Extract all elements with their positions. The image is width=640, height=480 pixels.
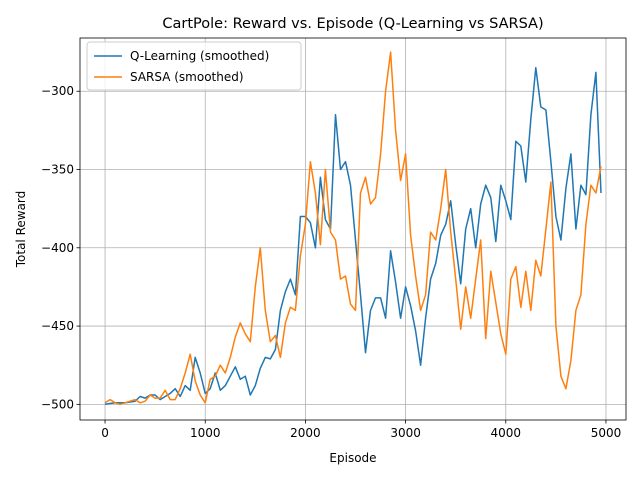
x-tick-label: 1000: [190, 426, 221, 440]
x-axis-label: Episode: [329, 451, 376, 465]
series-line-sarsa: [104, 51, 602, 406]
x-tick-label: 4000: [491, 426, 522, 440]
legend-box: [86, 41, 302, 91]
x-axis-ticks: 0 1000 2000 3000 4000 5000: [101, 420, 621, 440]
chart-title: CartPole: Reward vs. Episode (Q-Learning…: [162, 16, 543, 32]
y-axis-ticks: −500 −450 −400 −350 −300: [41, 84, 80, 411]
grid: [80, 38, 626, 420]
y-tick-label: −400: [41, 241, 74, 255]
series-line-q-learning: [104, 66, 602, 406]
x-tick-label: 0: [101, 426, 109, 440]
legend-label-sarsa: SARSA (smoothed): [130, 70, 244, 84]
y-tick-label: −500: [41, 397, 74, 411]
y-axis-label: Total Reward: [14, 191, 28, 269]
plot-area: [80, 38, 626, 420]
y-tick-label: −300: [41, 84, 74, 98]
y-tick-label: −450: [41, 319, 74, 333]
x-tick-label: 2000: [290, 426, 321, 440]
legend-label-q-learning: Q-Learning (smoothed): [130, 49, 269, 63]
y-tick-label: −350: [41, 163, 74, 177]
axes-frame: [79, 37, 627, 421]
x-tick-label: 3000: [390, 426, 421, 440]
x-tick-label: 5000: [591, 426, 622, 440]
series-lines: [104, 51, 602, 406]
legend: Q-Learning (smoothed) SARSA (smoothed): [86, 41, 302, 91]
